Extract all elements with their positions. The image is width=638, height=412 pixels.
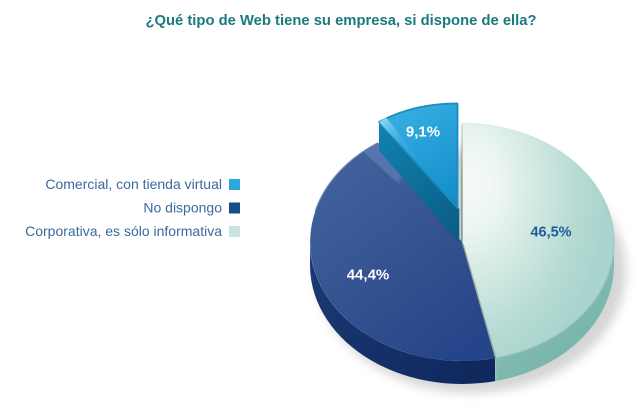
svg-text:46,5%: 46,5%	[530, 225, 571, 241]
svg-text:¿Qué tipo de Web tiene su empr: ¿Qué tipo de Web tiene su empresa, si di…	[145, 13, 536, 29]
svg-text:No dispongo: No dispongo	[143, 200, 222, 216]
svg-text:Corporativa, es sólo informati: Corporativa, es sólo informativa	[25, 223, 222, 239]
svg-text:44,4%: 44,4%	[347, 267, 390, 284]
svg-text:9,1%: 9,1%	[406, 124, 440, 141]
svg-text:Comercial, con tienda virtual: Comercial, con tienda virtual	[45, 176, 222, 192]
